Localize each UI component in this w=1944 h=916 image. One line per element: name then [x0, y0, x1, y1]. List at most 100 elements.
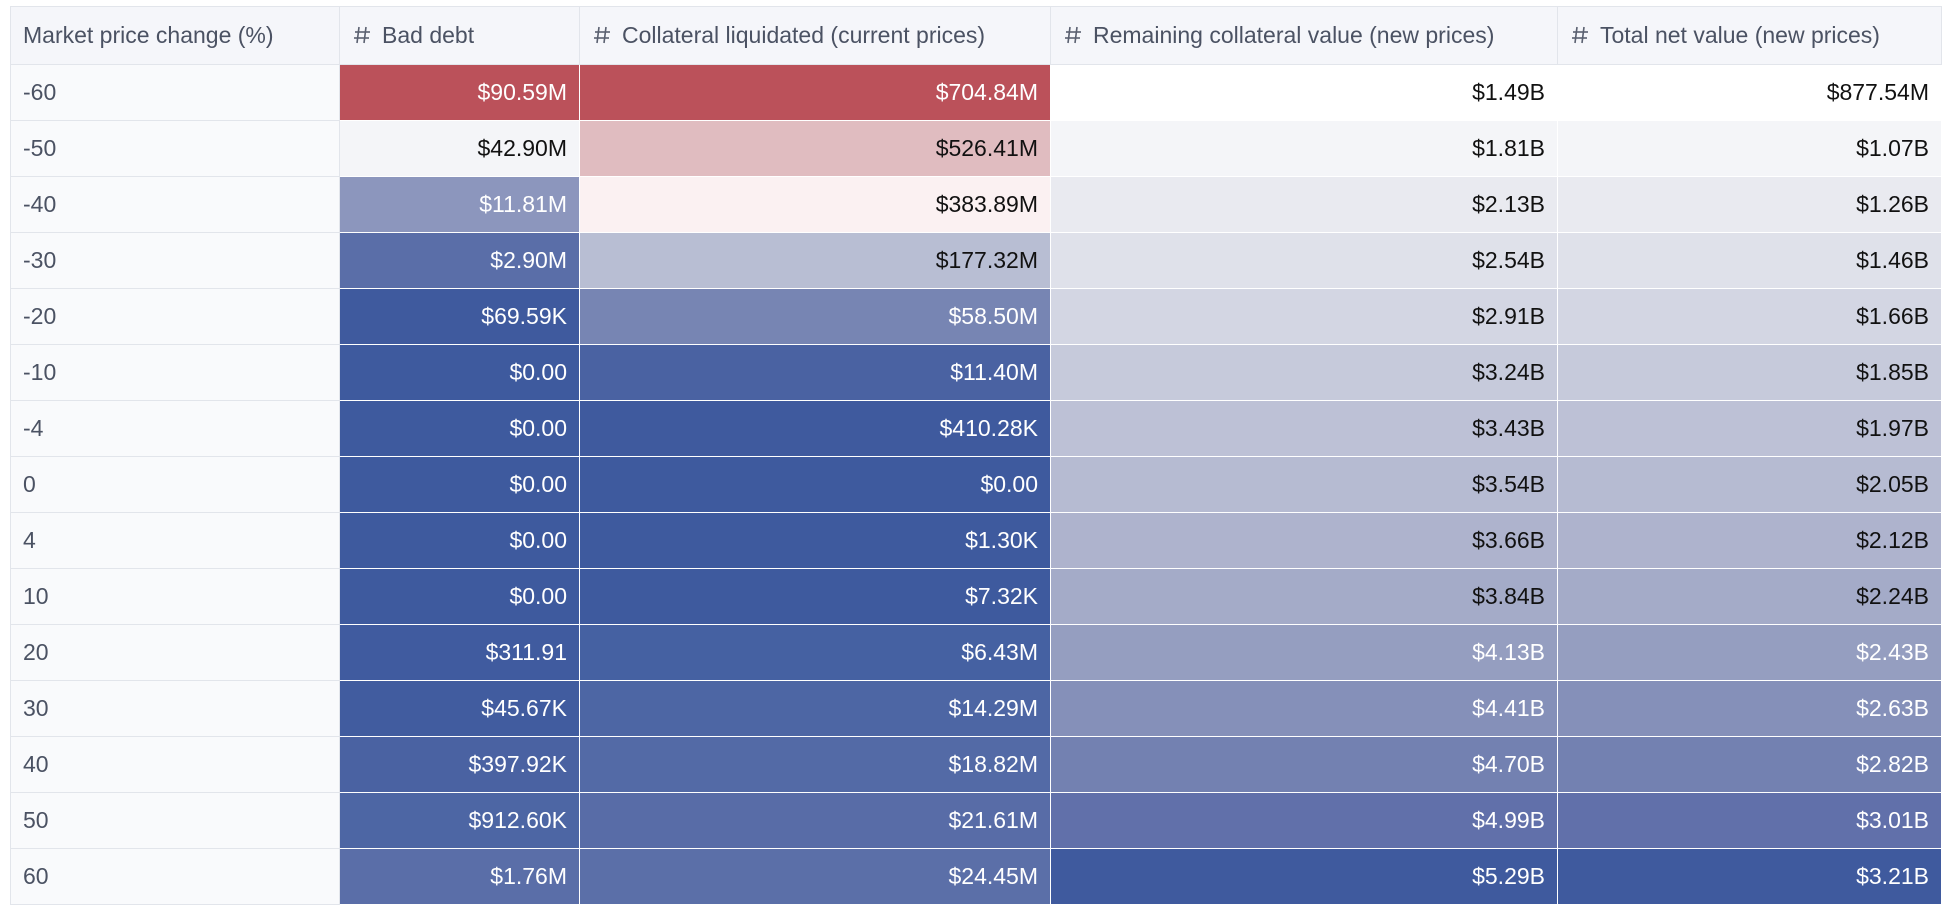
- value-cell: $2.90M: [339, 232, 580, 289]
- value-cell: $90.59M: [339, 64, 580, 121]
- row-label-cell: -60: [10, 64, 340, 121]
- value-cell: $69.59K: [339, 288, 580, 345]
- table-row: 40 $397.92K $18.82M $4.70B $2.82B: [10, 736, 1942, 793]
- value-cell: $177.32M: [579, 232, 1051, 289]
- value-cell: $5.29B: [1050, 848, 1558, 905]
- table-row: -4 $0.00 $410.28K $3.43B $1.97B: [10, 400, 1942, 457]
- column-header-text: Remaining collateral value (new prices): [1093, 22, 1495, 48]
- column-header-text: Market price change (%): [23, 22, 274, 48]
- row-label-cell: -10: [10, 344, 340, 401]
- value-cell: $526.41M: [579, 120, 1051, 177]
- value-cell: $1.30K: [579, 512, 1051, 569]
- value-cell: $18.82M: [579, 736, 1051, 793]
- row-label-cell: 20: [10, 624, 340, 681]
- value-cell: $1.49B: [1050, 64, 1558, 121]
- table-body: -60 $90.59M $704.84M $1.49B $877.54M -50 $42.9…: [10, 64, 1942, 905]
- value-cell: $2.12B: [1557, 512, 1942, 569]
- table-container: Market price change (%) Bad debt Collatera…: [10, 6, 1942, 905]
- row-label-cell: -20: [10, 288, 340, 345]
- value-cell: $2.91B: [1050, 288, 1558, 345]
- column-header: Total net value (new prices): [1557, 6, 1942, 65]
- value-cell: $0.00: [579, 456, 1051, 513]
- value-cell: $0.00: [339, 456, 580, 513]
- value-cell: $6.43M: [579, 624, 1051, 681]
- row-label-cell: -4: [10, 400, 340, 457]
- value-cell: $11.40M: [579, 344, 1051, 401]
- value-cell: $912.60K: [339, 792, 580, 849]
- value-cell: $704.84M: [579, 64, 1051, 121]
- value-cell: $383.89M: [579, 176, 1051, 233]
- row-label-cell: 30: [10, 680, 340, 737]
- value-cell: $3.43B: [1050, 400, 1558, 457]
- value-cell: $2.43B: [1557, 624, 1942, 681]
- value-cell: $1.97B: [1557, 400, 1942, 457]
- value-cell: $0.00: [339, 512, 580, 569]
- value-cell: $2.24B: [1557, 568, 1942, 625]
- value-cell: $1.26B: [1557, 176, 1942, 233]
- value-cell: $2.13B: [1050, 176, 1558, 233]
- row-label-cell: 4: [10, 512, 340, 569]
- value-cell: $1.81B: [1050, 120, 1558, 177]
- value-cell: $1.46B: [1557, 232, 1942, 289]
- row-label-cell: 40: [10, 736, 340, 793]
- value-cell: $4.99B: [1050, 792, 1558, 849]
- value-cell: $1.76M: [339, 848, 580, 905]
- row-label-cell: 0: [10, 456, 340, 513]
- value-cell: $1.66B: [1557, 288, 1942, 345]
- table-row: 60 $1.76M $24.45M $5.29B $3.21B: [10, 848, 1942, 905]
- column-header-text: Collateral liquidated (current prices): [622, 22, 986, 48]
- value-cell: $42.90M: [339, 120, 580, 177]
- column-header: Market price change (%): [10, 6, 340, 65]
- table-row: -20 $69.59K $58.50M $2.91B $1.66B: [10, 288, 1942, 345]
- table-row: 30 $45.67K $14.29M $4.41B $2.63B: [10, 680, 1942, 737]
- table-row: 20 $311.91 $6.43M $4.13B $2.43B: [10, 624, 1942, 681]
- column-header: Collateral liquidated (current prices): [579, 6, 1051, 65]
- value-cell: $3.66B: [1050, 512, 1558, 569]
- table-row: 4 $0.00 $1.30K $3.66B $2.12B: [10, 512, 1942, 569]
- value-cell: $2.54B: [1050, 232, 1558, 289]
- value-cell: $311.91: [339, 624, 580, 681]
- row-label-cell: 60: [10, 848, 340, 905]
- results-table: Market price change (%) Bad debt Collatera…: [10, 6, 1942, 905]
- row-label-cell: -30: [10, 232, 340, 289]
- value-cell: $3.24B: [1050, 344, 1558, 401]
- row-label-cell: 10: [10, 568, 340, 625]
- row-label-cell: -50: [10, 120, 340, 177]
- numeric-icon: [1572, 26, 1588, 44]
- value-cell: $14.29M: [579, 680, 1051, 737]
- value-cell: $877.54M: [1557, 64, 1942, 121]
- value-cell: $2.63B: [1557, 680, 1942, 737]
- numeric-icon: [354, 26, 370, 44]
- value-cell: $58.50M: [579, 288, 1051, 345]
- column-header-text: Bad debt: [382, 22, 475, 48]
- value-cell: $3.01B: [1557, 792, 1942, 849]
- value-cell: $397.92K: [339, 736, 580, 793]
- table-row: -40 $11.81M $383.89M $2.13B $1.26B: [10, 176, 1942, 233]
- value-cell: $4.13B: [1050, 624, 1558, 681]
- table-row: -50 $42.90M $526.41M $1.81B $1.07B: [10, 120, 1942, 177]
- value-cell: $24.45M: [579, 848, 1051, 905]
- column-header: Remaining collateral value (new prices): [1050, 6, 1558, 65]
- table-row: 0 $0.00 $0.00 $3.54B $2.05B: [10, 456, 1942, 513]
- numeric-icon: [594, 26, 610, 44]
- value-cell: $0.00: [339, 400, 580, 457]
- table-row: 50 $912.60K $21.61M $4.99B $3.01B: [10, 792, 1942, 849]
- table-row: -30 $2.90M $177.32M $2.54B $1.46B: [10, 232, 1942, 289]
- value-cell: $2.82B: [1557, 736, 1942, 793]
- value-cell: $4.41B: [1050, 680, 1558, 737]
- table-row: -60 $90.59M $704.84M $1.49B $877.54M: [10, 64, 1942, 121]
- value-cell: $1.07B: [1557, 120, 1942, 177]
- value-cell: $45.67K: [339, 680, 580, 737]
- value-cell: $0.00: [339, 344, 580, 401]
- value-cell: $2.05B: [1557, 456, 1942, 513]
- header-row: Market price change (%) Bad debt Collatera…: [10, 6, 1942, 65]
- value-cell: $3.54B: [1050, 456, 1558, 513]
- value-cell: $21.61M: [579, 792, 1051, 849]
- value-cell: $3.84B: [1050, 568, 1558, 625]
- value-cell: $1.85B: [1557, 344, 1942, 401]
- table-row: -10 $0.00 $11.40M $3.24B $1.85B: [10, 344, 1942, 401]
- value-cell: $3.21B: [1557, 848, 1942, 905]
- numeric-icon: [1065, 26, 1081, 44]
- value-cell: $11.81M: [339, 176, 580, 233]
